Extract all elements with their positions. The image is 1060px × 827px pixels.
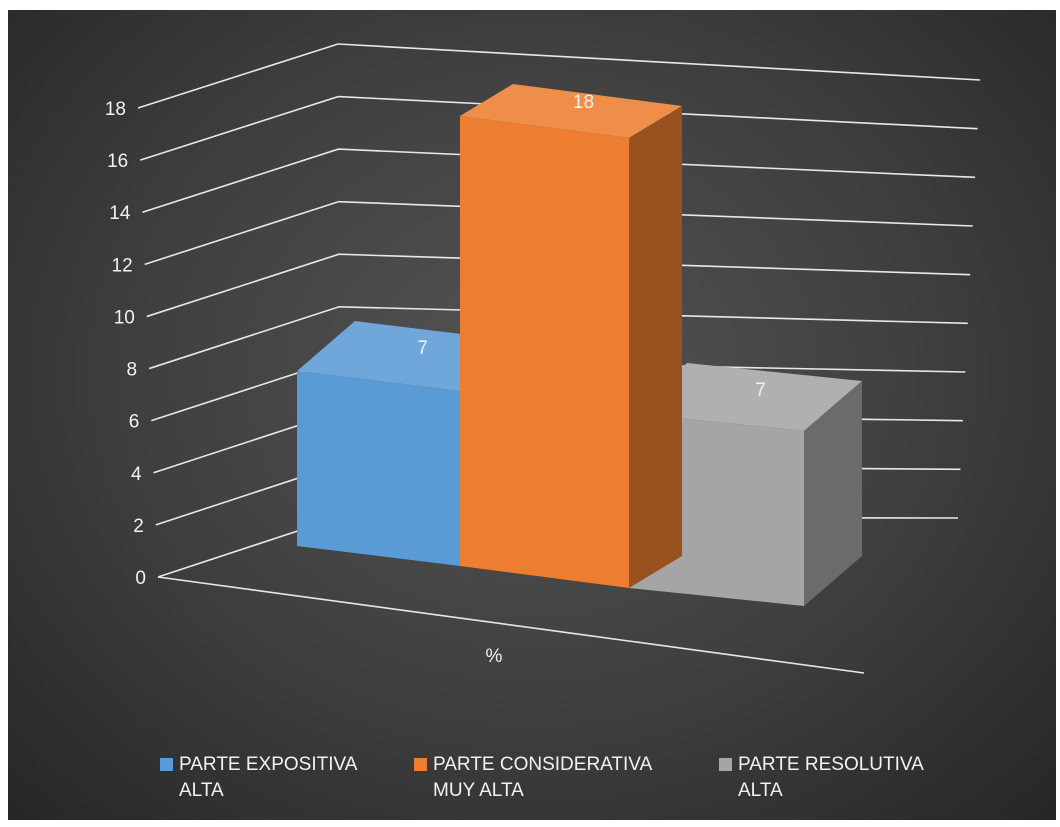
data-label: 18 bbox=[573, 92, 594, 113]
y-tick-label: 4 bbox=[131, 464, 142, 485]
gridline bbox=[148, 305, 968, 370]
bar-2 bbox=[460, 84, 682, 588]
gridline bbox=[144, 200, 973, 266]
y-tick-label: 0 bbox=[135, 568, 146, 589]
data-label: 7 bbox=[417, 338, 428, 359]
y-tick-label: 2 bbox=[133, 516, 144, 537]
bar-side-face bbox=[804, 381, 862, 606]
x-axis-line bbox=[157, 576, 865, 674]
y-tick-label: 10 bbox=[114, 307, 135, 328]
y-tick-label: 8 bbox=[127, 360, 138, 381]
bar-front-face bbox=[460, 116, 629, 588]
y-tick-label: 14 bbox=[109, 203, 131, 224]
bar-side-face bbox=[629, 106, 682, 588]
x-category-label: % bbox=[486, 646, 503, 667]
chart-plot: 0 2 4 6 8 10 12 14 16 18 7 7 18 % bbox=[105, 43, 981, 674]
y-tick-label: 12 bbox=[112, 255, 133, 276]
bar-top-face bbox=[629, 363, 862, 431]
gridline bbox=[142, 148, 976, 213]
bar-top-face bbox=[460, 84, 682, 138]
legend-swatch-resolutiva bbox=[719, 758, 732, 771]
y-tick-label: 6 bbox=[129, 412, 140, 433]
legend-label-resolutiva: PARTE RESOLUTIVA ALTA bbox=[738, 754, 924, 801]
gridline bbox=[139, 95, 978, 161]
bar-front-face bbox=[297, 371, 460, 566]
gridline bbox=[146, 253, 971, 318]
legend-label-considerativa: PARTE CONSIDERATIVA MUY ALTA bbox=[433, 754, 653, 801]
y-tick-label: 18 bbox=[105, 99, 126, 120]
y-tick-label: 16 bbox=[107, 151, 128, 172]
legend-swatch-considerativa bbox=[414, 758, 427, 771]
legend-swatch-expositiva bbox=[160, 758, 173, 771]
legend: PARTE EXPOSITIVA ALTA PARTE CONSIDERATIV… bbox=[8, 752, 1056, 812]
legend-label-expositiva: PARTE EXPOSITIVA ALTA bbox=[179, 754, 358, 801]
data-label: 7 bbox=[755, 380, 766, 401]
chart-area: 0 2 4 6 8 10 12 14 16 18 7 7 18 % PARTE EXPOSITIVA … bbox=[8, 10, 1056, 820]
gridline bbox=[137, 43, 981, 109]
